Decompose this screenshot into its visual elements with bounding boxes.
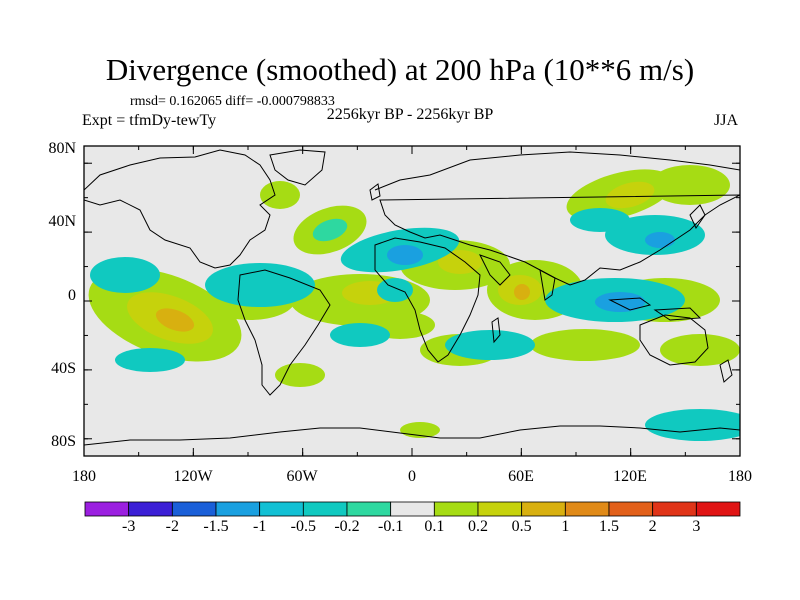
coastline-8 — [608, 297, 652, 311]
lon-label-180w: 180 — [72, 468, 96, 485]
coastline-10 — [639, 314, 709, 366]
field-region-pos-low — [260, 181, 300, 209]
coastlines — [84, 149, 740, 446]
field-region-pos-low — [530, 329, 640, 361]
lon-label-60w: 60W — [286, 468, 318, 485]
field-region-neg-high — [595, 292, 645, 312]
colorbar-swatch — [433, 501, 479, 517]
coastline-7 — [539, 269, 556, 301]
stats-text: rmsd= 0.162065 diff= -0.000798833 — [130, 94, 335, 109]
field-region-pos-low — [650, 165, 730, 205]
colorbar-label: 0.1 — [424, 518, 445, 535]
colorbar-swatch — [477, 501, 523, 517]
axis-ticks — [83, 146, 741, 456]
field-region-pos-high — [514, 284, 530, 300]
colorbar-swatch — [84, 501, 130, 517]
colorbar-label: -1.5 — [203, 518, 229, 535]
field-region-neg-mid — [115, 348, 185, 372]
coastline-11 — [719, 359, 733, 383]
colorbar — [84, 501, 741, 517]
colorbar-swatch — [128, 501, 173, 517]
colorbar-label: 0.2 — [468, 518, 488, 535]
season-label: JJA — [714, 112, 739, 129]
colorbar-label: 2 — [648, 518, 657, 535]
field-region-pos-low — [660, 334, 740, 366]
colorbar-label: 3 — [692, 518, 701, 535]
colorbar-swatch — [215, 501, 261, 517]
plot-title: Divergence (smoothed) at 200 hPa (10**6 … — [105, 52, 695, 87]
coastline-12 — [84, 425, 740, 446]
lon-label-120w: 120W — [173, 468, 213, 485]
colorbar-label: 1 — [561, 518, 570, 535]
coastline-5 — [491, 317, 501, 344]
colorbar-swatch — [390, 501, 435, 517]
lat-label-40s: 40S — [51, 360, 76, 377]
field-region-neg-low — [312, 218, 348, 242]
colorbar-label: -0.2 — [334, 518, 360, 535]
colorbar-swatch — [652, 501, 697, 517]
colorbar-label: 1.5 — [599, 518, 619, 535]
coastline-0 — [84, 149, 276, 269]
colorbar-label: -0.1 — [377, 518, 404, 535]
lon-label-180e: 180 — [728, 468, 752, 485]
lat-label-40n: 40N — [48, 213, 76, 230]
field-region-neg-mid — [570, 208, 630, 232]
colorbar-swatch — [259, 501, 304, 517]
colorbar-label: 0.5 — [511, 518, 532, 535]
field-region-neg-high — [387, 245, 423, 265]
coastline-14 — [369, 183, 381, 201]
lat-label-80n: 80N — [48, 140, 76, 157]
coastline-1 — [269, 149, 326, 186]
lon-label-120e: 120E — [613, 468, 647, 485]
coastline-2 — [237, 269, 331, 396]
plot-subtitle: 2256kyr BP - 2256kyr BP — [326, 106, 494, 123]
coastline-4 — [374, 237, 481, 363]
colorbar-label: -0.5 — [290, 518, 316, 535]
divergence-field — [88, 165, 740, 441]
coastline-9 — [653, 307, 702, 321]
coastline-13 — [689, 204, 706, 230]
field-region-pos-low — [275, 363, 325, 387]
lat-label-eq: 0 — [68, 287, 76, 304]
colorbar-swatch — [521, 501, 566, 517]
colorbar-swatch — [564, 501, 610, 517]
colorbar-swatch — [171, 501, 217, 517]
lon-label-0: 0 — [408, 468, 416, 485]
field-region-neg-high — [645, 232, 675, 248]
colorbar-label: -2 — [165, 518, 179, 535]
colorbar-label: -1 — [252, 518, 267, 535]
experiment-label: Expt = tfmDy-tewTy — [82, 112, 217, 129]
lon-label-60e: 60E — [508, 468, 534, 485]
colorbar-swatch — [302, 501, 348, 517]
field-region-neg-mid — [90, 257, 160, 293]
field-region-pos-mid — [605, 181, 655, 209]
colorbar-swatch — [346, 501, 392, 517]
colorbar-swatch — [608, 501, 654, 517]
field-region-pos-high — [155, 308, 195, 332]
field-region-neg-mid — [445, 330, 535, 360]
field-region-neg-mid — [330, 323, 390, 347]
field-region-pos-mid — [438, 250, 482, 274]
field-region-neg-mid — [645, 409, 740, 441]
colorbar-swatch — [695, 501, 741, 517]
lat-label-80s: 80S — [51, 433, 76, 450]
colorbar-label: -3 — [121, 518, 136, 535]
coastline-6 — [479, 254, 511, 286]
field-region-neg-mid — [205, 263, 315, 307]
field-region-neg-mid — [377, 278, 413, 302]
